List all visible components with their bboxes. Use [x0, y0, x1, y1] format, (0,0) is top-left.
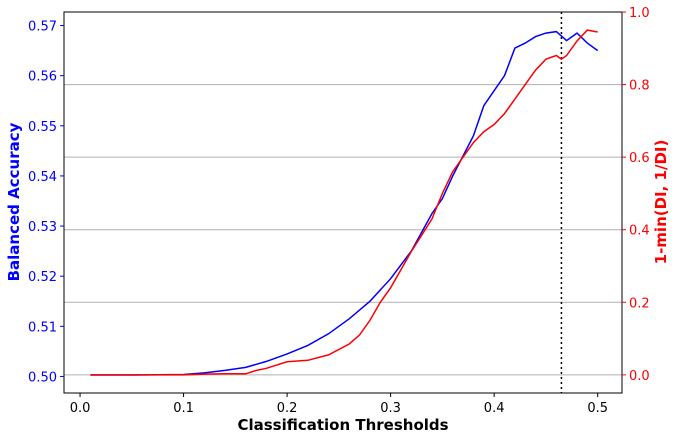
- y-left-tick-label-4: 0.54: [28, 170, 57, 185]
- y-right-tick-label-5: 1.0: [629, 6, 650, 21]
- x-tick-label-1: 0.1: [173, 401, 194, 416]
- y-left-axis-ticks: 0.50 0.51 0.52 0.53 0.54 0.55 0.56 0.57: [28, 20, 64, 385]
- x-tick-label-3: 0.3: [380, 401, 401, 416]
- x-tick-label-5: 0.5: [587, 401, 608, 416]
- y-left-tick-label-0: 0.50: [28, 370, 57, 385]
- plot-frame: [63, 11, 623, 394]
- y-left-tick-label-3: 0.53: [28, 220, 57, 235]
- y-left-tick-label-1: 0.51: [28, 320, 57, 335]
- y-right-tick-label-2: 0.4: [629, 224, 650, 239]
- x-tick-label-4: 0.4: [484, 401, 505, 416]
- y-right-axis-ticks: 0.0 0.2 0.4 0.6 0.8 1.0: [622, 6, 650, 384]
- y-right-axis-title: 1-min(DI, 1/DI): [652, 140, 670, 265]
- y-left-tick-label-6: 0.56: [28, 70, 57, 85]
- x-tick-label-2: 0.2: [277, 401, 298, 416]
- y-right-tick-label-4: 0.8: [629, 79, 650, 94]
- y-left-tick-label-5: 0.55: [28, 120, 57, 135]
- y-right-tick-label-0: 0.0: [629, 369, 650, 384]
- y-right-tick-label-1: 0.2: [629, 296, 650, 311]
- x-axis-ticks: 0.0 0.1 0.2 0.3 0.4 0.5: [70, 393, 608, 416]
- y-right-tick-label-3: 0.6: [629, 151, 650, 166]
- series-line-disparate-impact: [90, 29, 598, 376]
- y-left-axis-title: Balanced Accuracy: [5, 122, 23, 281]
- y-left-tick-label-2: 0.52: [28, 270, 57, 285]
- y-left-tick-label-7: 0.57: [28, 20, 57, 35]
- x-tick-label-0: 0.0: [70, 401, 91, 416]
- series-line-balanced-accuracy: [90, 30, 599, 376]
- x-axis-title: Classification Thresholds: [237, 416, 448, 434]
